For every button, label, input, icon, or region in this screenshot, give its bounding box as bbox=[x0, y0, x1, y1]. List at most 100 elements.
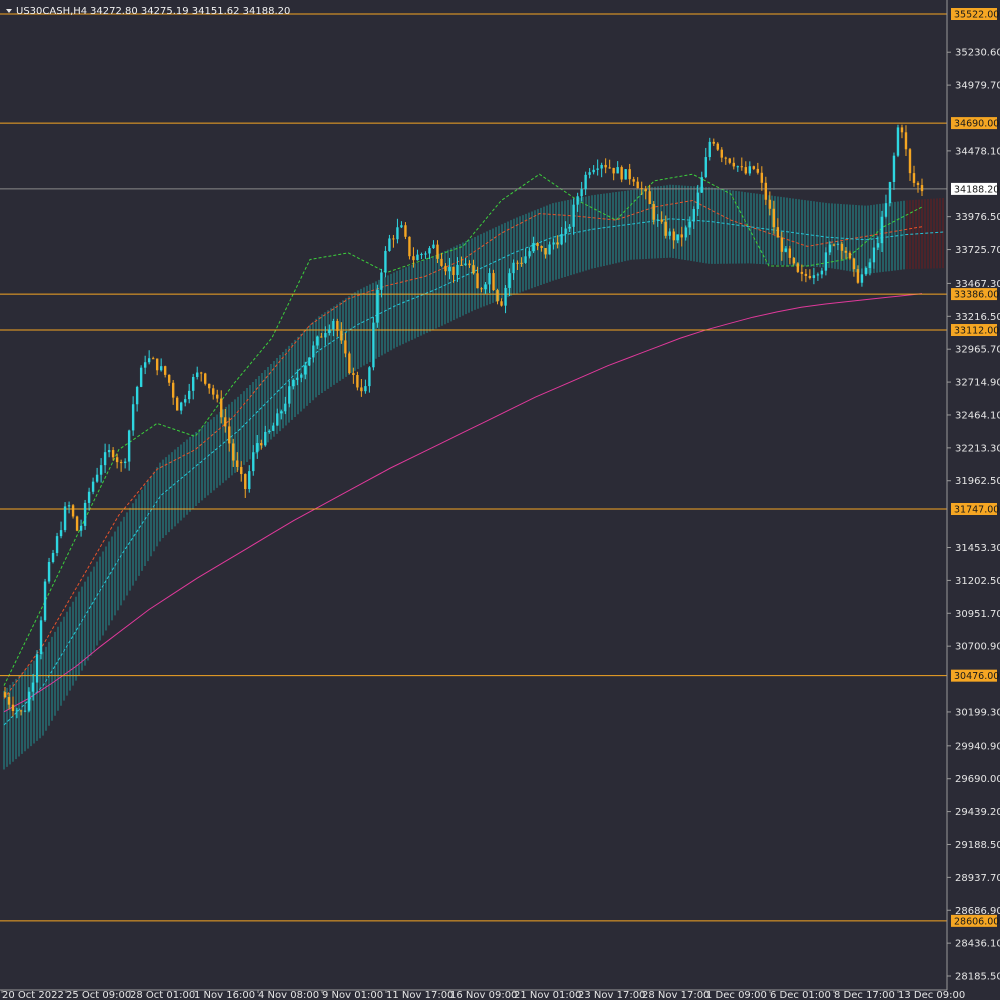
bear-candle bbox=[204, 373, 207, 384]
bear-candle bbox=[900, 127, 904, 133]
bear-candle bbox=[460, 264, 463, 266]
y-tick-label: 32213.30 bbox=[955, 443, 1000, 454]
symbol-label: US30CASH,H4 bbox=[16, 6, 87, 17]
bull-candle bbox=[880, 216, 884, 244]
bear-candle bbox=[804, 273, 808, 276]
level-tag bbox=[951, 914, 997, 927]
bull-candle bbox=[55, 536, 59, 553]
bull-candle bbox=[596, 168, 599, 170]
bear-candle bbox=[920, 185, 924, 192]
bear-candle bbox=[500, 301, 503, 306]
bull-candle bbox=[131, 404, 135, 431]
bull-candle bbox=[27, 691, 31, 711]
level-tag-label: 33112.00 bbox=[954, 326, 999, 337]
bull-candle bbox=[15, 710, 19, 712]
bear-candle bbox=[680, 234, 683, 238]
x-tick-label: 23 Nov 17:00 bbox=[578, 990, 645, 1000]
x-tick-label: 11 Nov 17:00 bbox=[386, 990, 453, 1000]
bear-candle bbox=[536, 243, 539, 246]
bull-candle bbox=[51, 552, 55, 562]
bull-candle bbox=[47, 561, 51, 582]
bull-candle bbox=[316, 336, 319, 346]
bull-candle bbox=[464, 263, 467, 266]
bull-candle bbox=[91, 481, 95, 492]
bull-candle bbox=[159, 366, 163, 371]
bull-candle bbox=[79, 525, 83, 531]
y-tick-label: 33725.70 bbox=[955, 245, 1000, 256]
bear-candle bbox=[792, 257, 796, 264]
x-tick-label: 28 Nov 17:00 bbox=[642, 990, 709, 1000]
bear-candle bbox=[71, 505, 75, 517]
bear-candle bbox=[720, 149, 723, 158]
ma200-line bbox=[3, 293, 923, 713]
level-tag-label: 35522.00 bbox=[954, 10, 999, 21]
bear-candle bbox=[544, 248, 547, 255]
bull-candle bbox=[896, 127, 900, 156]
y-tick-label: 28185.50 bbox=[955, 972, 1000, 983]
bull-candle bbox=[284, 403, 287, 412]
bear-candle bbox=[800, 271, 804, 274]
bull-candle bbox=[552, 242, 555, 245]
bear-candle bbox=[492, 273, 495, 291]
x-tick-label: 20 Oct 2022 bbox=[2, 990, 64, 1000]
x-tick-label: 25 Oct 09:00 bbox=[66, 990, 131, 1000]
current-price-tag bbox=[951, 182, 997, 195]
bull-candle bbox=[139, 367, 143, 387]
bull-candle bbox=[87, 491, 91, 503]
y-tick-label: 29188.50 bbox=[955, 840, 1000, 851]
bull-candle bbox=[548, 244, 551, 255]
bull-candle bbox=[35, 654, 39, 683]
y-tick-label: 33976.50 bbox=[955, 212, 1000, 223]
y-tick-label: 30199.30 bbox=[955, 707, 1000, 718]
bear-candle bbox=[352, 373, 355, 376]
y-tick-label: 31962.50 bbox=[955, 476, 1000, 487]
bull-candle bbox=[372, 322, 375, 368]
bull-candle bbox=[676, 234, 679, 241]
bear-candle bbox=[151, 358, 155, 360]
bear-candle bbox=[660, 219, 663, 222]
bull-candle bbox=[135, 386, 139, 405]
y-tick-label: 32965.70 bbox=[955, 345, 1000, 356]
bear-candle bbox=[664, 221, 667, 236]
bull-candle bbox=[868, 262, 872, 268]
bear-candle bbox=[780, 237, 784, 252]
bear-candle bbox=[496, 290, 499, 302]
bull-candle bbox=[127, 430, 131, 462]
bull-candle bbox=[312, 345, 315, 358]
bear-candle bbox=[244, 474, 247, 490]
bear-candle bbox=[672, 231, 675, 241]
bull-candle bbox=[292, 379, 295, 387]
bull-candle bbox=[143, 362, 147, 368]
bull-candle bbox=[456, 264, 459, 276]
y-tick-label: 28436.10 bbox=[955, 939, 1000, 950]
current-price-label: 34188.20 bbox=[954, 184, 999, 195]
bull-candle bbox=[816, 274, 820, 276]
bull-candle bbox=[572, 204, 575, 227]
bull-candle bbox=[364, 386, 367, 392]
y-tick-label: 28937.70 bbox=[955, 873, 1000, 884]
bull-candle bbox=[39, 620, 43, 655]
bull-candle bbox=[824, 252, 828, 271]
bear-candle bbox=[472, 265, 475, 274]
bull-candle bbox=[668, 231, 671, 236]
dropdown-arrow-icon[interactable] bbox=[6, 9, 12, 13]
bull-candle bbox=[872, 247, 876, 263]
bear-candle bbox=[640, 188, 643, 190]
bear-candle bbox=[404, 225, 407, 237]
bear-candle bbox=[155, 358, 159, 371]
bear-candle bbox=[728, 158, 731, 163]
bear-candle bbox=[764, 182, 768, 200]
bear-candle bbox=[408, 236, 411, 257]
bear-candle bbox=[852, 258, 856, 270]
bull-candle bbox=[884, 203, 888, 217]
bull-candle bbox=[512, 262, 515, 274]
bull-candle bbox=[280, 411, 283, 414]
bull-candle bbox=[264, 431, 267, 446]
x-tick-label: 13 Dec 09:00 bbox=[898, 990, 965, 1000]
bull-candle bbox=[188, 390, 191, 400]
bull-candle bbox=[196, 372, 199, 377]
bear-candle bbox=[796, 263, 800, 272]
bull-candle bbox=[708, 141, 711, 158]
